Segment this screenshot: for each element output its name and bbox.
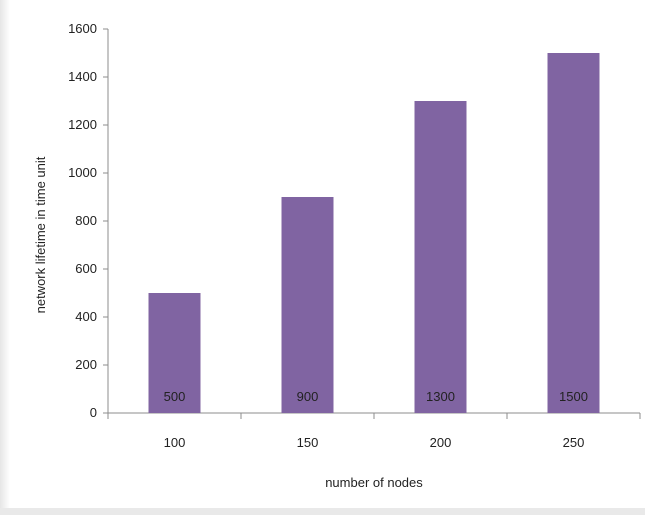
x-tick-label: 100 — [164, 435, 186, 450]
bars — [148, 53, 600, 413]
bar — [281, 197, 334, 413]
y-axis: 0 200 400 600 800 1000 1200 1400 1600 — [68, 21, 109, 420]
bar — [547, 53, 600, 413]
y-tick-label: 1000 — [68, 165, 97, 180]
bottom-border — [0, 508, 645, 515]
y-tick-label: 200 — [75, 357, 97, 372]
data-labels: 500 900 1300 1500 — [164, 389, 588, 404]
bar-value-label: 900 — [297, 389, 319, 404]
bar — [414, 101, 467, 413]
bar-value-label: 1500 — [559, 389, 588, 404]
y-tick-label: 800 — [75, 213, 97, 228]
y-tick-label: 1600 — [68, 21, 97, 36]
y-axis-title: network lifetime in time unit — [33, 156, 48, 313]
bar-value-label: 1300 — [426, 389, 455, 404]
y-tick-label: 400 — [75, 309, 97, 324]
y-tick-label: 0 — [90, 405, 97, 420]
bar — [148, 293, 201, 413]
bar-value-label: 500 — [164, 389, 186, 404]
y-tick-label: 600 — [75, 261, 97, 276]
x-tick-label: 150 — [297, 435, 319, 450]
x-tick-label: 200 — [430, 435, 452, 450]
left-border — [0, 0, 10, 515]
y-tick-label: 1200 — [68, 117, 97, 132]
x-axis: 100 150 200 250 — [107, 412, 641, 450]
x-tick-label: 250 — [563, 435, 585, 450]
y-tick-label: 1400 — [68, 69, 97, 84]
x-axis-title: number of nodes — [325, 475, 423, 490]
